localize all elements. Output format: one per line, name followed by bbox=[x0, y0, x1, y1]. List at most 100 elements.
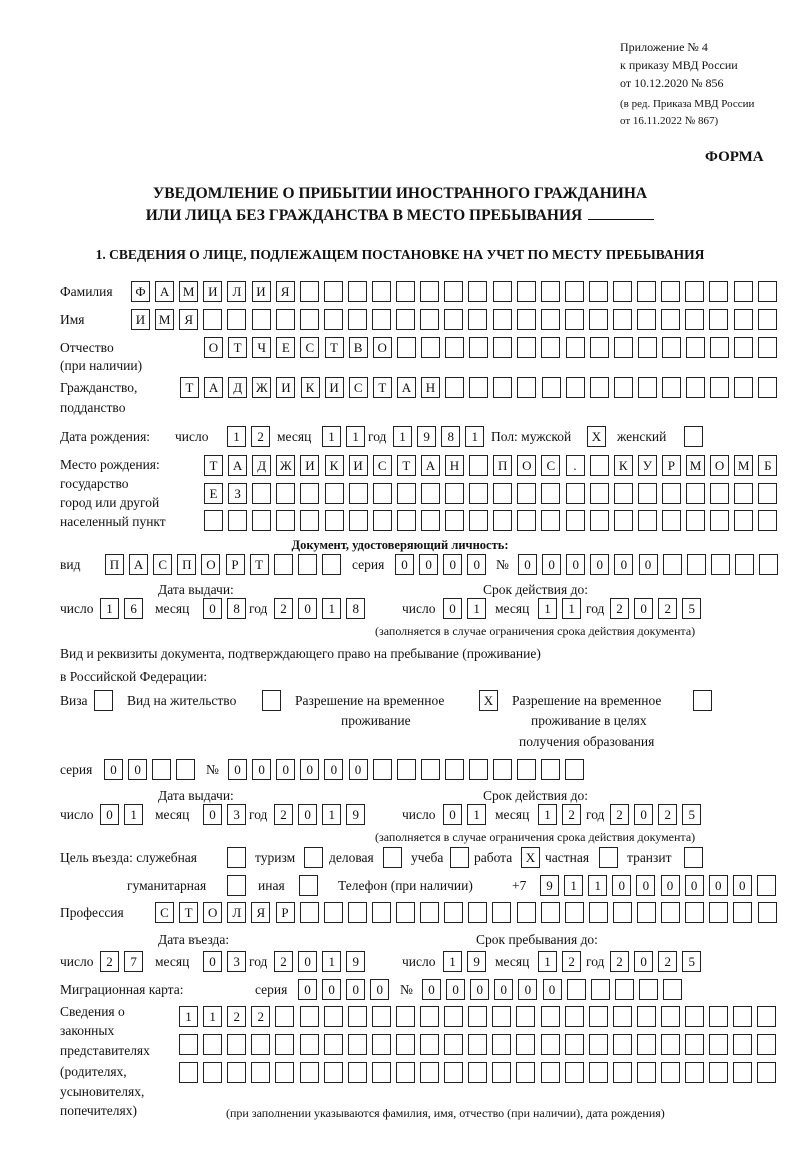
char-cell[interactable]: 1 bbox=[203, 1006, 223, 1027]
char-cell[interactable]: К bbox=[300, 377, 320, 398]
char-cell[interactable] bbox=[686, 554, 706, 575]
char-cell[interactable] bbox=[273, 554, 293, 575]
char-cell[interactable]: 1 bbox=[564, 875, 584, 896]
char-cell[interactable] bbox=[588, 1006, 608, 1027]
char-cell[interactable]: П bbox=[177, 554, 197, 575]
char-cell[interactable] bbox=[661, 1034, 680, 1055]
char-cell[interactable] bbox=[590, 979, 610, 1000]
char-cell[interactable] bbox=[636, 1062, 656, 1083]
char-cell[interactable]: 1 bbox=[562, 598, 582, 619]
char-cell[interactable] bbox=[564, 902, 584, 923]
char-cell[interactable] bbox=[685, 902, 705, 923]
char-cell[interactable] bbox=[614, 979, 634, 1000]
char-cell[interactable] bbox=[684, 426, 703, 447]
char-cell[interactable] bbox=[685, 1006, 705, 1027]
char-cell[interactable] bbox=[492, 1062, 512, 1083]
char-cell[interactable]: 0 bbox=[443, 554, 463, 575]
char-cell[interactable] bbox=[589, 510, 609, 531]
char-cell[interactable] bbox=[444, 1062, 464, 1083]
char-cell[interactable]: А bbox=[420, 455, 440, 476]
char-cell[interactable] bbox=[299, 1006, 319, 1027]
char-cell[interactable] bbox=[469, 483, 489, 504]
char-cell[interactable]: Т bbox=[180, 377, 199, 398]
char-cell[interactable]: 1 bbox=[538, 804, 557, 825]
char-cell[interactable] bbox=[152, 759, 172, 780]
char-cell[interactable] bbox=[299, 281, 319, 302]
char-cell[interactable] bbox=[661, 1006, 680, 1027]
char-cell[interactable] bbox=[227, 1034, 247, 1055]
char-cell[interactable]: 2 bbox=[562, 951, 582, 972]
char-cell[interactable] bbox=[756, 875, 776, 896]
char-cell[interactable] bbox=[468, 902, 488, 923]
char-cell[interactable] bbox=[420, 483, 440, 504]
char-cell[interactable]: 2 bbox=[658, 804, 678, 825]
char-cell[interactable] bbox=[348, 483, 368, 504]
char-cell[interactable] bbox=[612, 1062, 632, 1083]
char-cell[interactable]: 0 bbox=[203, 804, 222, 825]
char-cell[interactable] bbox=[613, 309, 632, 330]
birthplace-row-3[interactable] bbox=[204, 510, 782, 532]
char-cell[interactable]: Н bbox=[445, 455, 464, 476]
char-cell[interactable] bbox=[637, 377, 657, 398]
char-cell[interactable] bbox=[420, 309, 440, 330]
char-cell[interactable] bbox=[517, 510, 537, 531]
char-cell[interactable]: 3 bbox=[227, 951, 247, 972]
char-cell[interactable]: О bbox=[204, 337, 223, 358]
char-cell[interactable]: Т bbox=[179, 902, 199, 923]
char-cell[interactable] bbox=[588, 1034, 608, 1055]
char-cell[interactable] bbox=[613, 337, 633, 358]
char-cell[interactable]: 0 bbox=[300, 759, 320, 780]
char-cell[interactable] bbox=[396, 309, 416, 330]
char-cell[interactable]: 0 bbox=[494, 979, 514, 1000]
char-cell[interactable] bbox=[323, 281, 343, 302]
char-cell[interactable] bbox=[176, 759, 196, 780]
char-cell[interactable] bbox=[517, 377, 537, 398]
char-cell[interactable] bbox=[324, 483, 344, 504]
char-cell[interactable] bbox=[299, 902, 319, 923]
char-cell[interactable]: И bbox=[348, 455, 368, 476]
char-cell[interactable] bbox=[395, 1034, 415, 1055]
char-cell[interactable] bbox=[599, 847, 618, 868]
char-cell[interactable] bbox=[262, 690, 281, 711]
purpose-official-checkbox[interactable] bbox=[227, 847, 251, 869]
char-cell[interactable]: 0 bbox=[612, 875, 632, 896]
char-cell[interactable] bbox=[613, 510, 633, 531]
char-cell[interactable] bbox=[589, 337, 609, 358]
char-cell[interactable] bbox=[663, 979, 682, 1000]
char-cell[interactable] bbox=[420, 902, 440, 923]
char-cell[interactable] bbox=[589, 483, 609, 504]
char-cell[interactable] bbox=[251, 1062, 271, 1083]
char-cell[interactable] bbox=[710, 337, 730, 358]
char-cell[interactable] bbox=[517, 483, 537, 504]
char-cell[interactable] bbox=[685, 281, 705, 302]
char-cell[interactable] bbox=[686, 377, 706, 398]
char-cell[interactable]: 8 bbox=[227, 598, 247, 619]
char-cell[interactable] bbox=[516, 281, 536, 302]
char-cell[interactable] bbox=[541, 337, 561, 358]
char-cell[interactable] bbox=[637, 337, 657, 358]
char-cell[interactable] bbox=[420, 1034, 439, 1055]
char-cell[interactable]: 7 bbox=[124, 951, 144, 972]
char-cell[interactable] bbox=[396, 510, 416, 531]
char-cell[interactable] bbox=[450, 847, 469, 868]
char-cell[interactable] bbox=[348, 510, 368, 531]
char-cell[interactable]: 1 bbox=[538, 598, 557, 619]
char-cell[interactable]: О bbox=[201, 554, 221, 575]
char-cell[interactable]: М bbox=[155, 309, 175, 330]
char-cell[interactable] bbox=[661, 902, 681, 923]
char-cell[interactable]: И bbox=[131, 309, 150, 330]
purpose-private-checkbox[interactable] bbox=[599, 847, 623, 869]
char-cell[interactable] bbox=[516, 309, 536, 330]
char-cell[interactable] bbox=[203, 1034, 223, 1055]
char-cell[interactable]: 5 bbox=[682, 951, 702, 972]
